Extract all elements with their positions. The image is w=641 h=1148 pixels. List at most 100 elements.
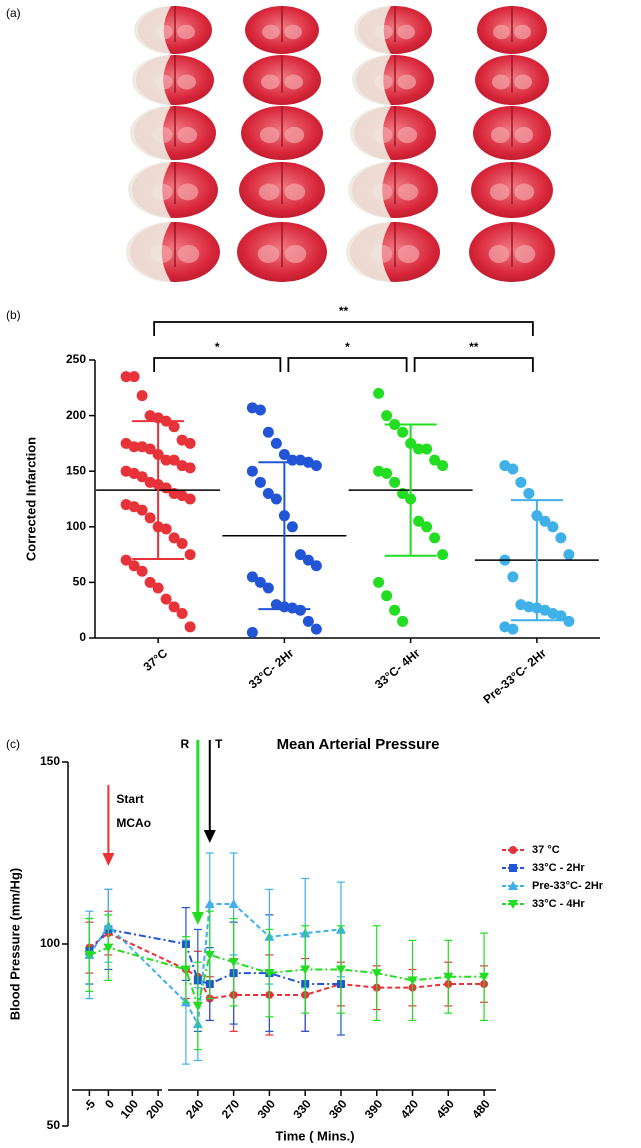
data-point <box>160 454 172 466</box>
x-tick-label: 33°C- 4Hr <box>372 646 423 692</box>
y-tick-label: 100 <box>66 519 86 533</box>
significance-label: * <box>345 340 350 354</box>
data-point <box>437 549 449 561</box>
data-point <box>168 421 180 433</box>
data-point <box>508 900 518 909</box>
data-point <box>413 515 425 527</box>
y-axis-label: Corrected Infarction <box>23 437 38 561</box>
panel-label: (a) <box>6 6 21 20</box>
data-point <box>152 582 164 594</box>
infarct <box>128 162 171 218</box>
data-point <box>136 504 148 516</box>
ventricle <box>514 126 534 144</box>
data-point <box>381 590 393 602</box>
ventricle <box>489 183 510 201</box>
arrow-head <box>102 853 115 866</box>
ventricle <box>262 24 280 40</box>
chart-title: Mean Arterial Pressure <box>277 736 440 753</box>
data-point <box>184 493 196 505</box>
infarct <box>132 55 171 105</box>
data-point <box>184 549 196 561</box>
data-point <box>264 969 275 979</box>
data-point <box>373 576 385 588</box>
data-point <box>389 476 401 488</box>
data-point <box>168 532 180 544</box>
arrow-head <box>203 830 216 843</box>
panel-label: (b) <box>6 308 21 322</box>
x-tick-label: 390 <box>362 1097 386 1122</box>
data-point <box>413 443 425 455</box>
annotation-text: T <box>215 737 223 751</box>
x-tick-label: 270 <box>219 1097 243 1122</box>
brain-slices-photo <box>126 6 555 282</box>
ventricle <box>514 24 531 40</box>
data-point <box>310 460 322 472</box>
y-tick-label: 50 <box>73 575 87 589</box>
ventricle <box>177 183 199 201</box>
series-line <box>89 946 485 1010</box>
data-point <box>563 549 575 561</box>
data-point <box>563 615 575 627</box>
ventricle <box>397 74 417 90</box>
ventricle <box>397 245 420 263</box>
x-tick-label: 330 <box>290 1097 314 1122</box>
data-point <box>254 404 266 416</box>
ventricle <box>258 183 280 201</box>
x-tick-label: 450 <box>433 1097 457 1122</box>
data-point <box>176 608 188 620</box>
data-point <box>407 976 418 986</box>
y-axis-label: Blood Pressure (mm/Hg) <box>7 868 22 1020</box>
data-point <box>335 965 346 975</box>
x-tick-label: Pre-33°C- 2Hr <box>480 646 549 707</box>
data-point <box>160 593 172 605</box>
legend-label: 33°C - 2Hr <box>532 862 585 874</box>
ventricle <box>259 126 280 144</box>
data-point <box>180 965 191 975</box>
data-point <box>389 604 401 616</box>
data-point <box>429 454 441 466</box>
x-tick-label: 360 <box>326 1097 350 1122</box>
ventricle <box>284 245 307 263</box>
ventricle <box>177 24 195 40</box>
data-point <box>228 898 239 908</box>
data-point <box>509 846 517 854</box>
significance-label: * <box>215 340 220 354</box>
x-tick-label: 480 <box>469 1097 493 1122</box>
data-point <box>262 582 274 594</box>
y-tick-label: 200 <box>66 408 86 422</box>
significance-bracket <box>153 321 534 336</box>
panel-label: (c) <box>6 737 20 751</box>
y-tick-label: 50 <box>47 1118 61 1132</box>
data-point <box>136 471 148 483</box>
ventricle <box>488 245 510 263</box>
ventricle <box>284 74 304 90</box>
data-point <box>144 576 156 588</box>
ventricle <box>493 24 510 40</box>
data-point <box>509 864 517 872</box>
x-tick-label: 200 <box>143 1097 167 1122</box>
data-point <box>184 462 196 474</box>
data-point <box>204 898 215 908</box>
x-tick-label: -5 <box>81 1097 99 1114</box>
data-point <box>310 560 322 572</box>
annotation-text: MCAo <box>116 816 151 830</box>
data-point <box>84 950 95 960</box>
data-point <box>262 487 274 499</box>
infarct <box>126 222 171 282</box>
legend-label: 33°C - 4Hr <box>532 898 585 910</box>
data-point <box>270 437 282 449</box>
data-point <box>136 390 148 402</box>
data-point <box>397 615 409 627</box>
annotation-text: R <box>181 737 190 751</box>
ventricle <box>284 183 306 201</box>
x-tick-label: 300 <box>255 1097 279 1122</box>
infarct <box>350 106 391 160</box>
ventricle <box>260 74 280 90</box>
data-point <box>254 476 266 488</box>
x-axis-label: Time ( Mins.) <box>275 1128 354 1143</box>
data-point <box>381 467 393 479</box>
data-point <box>160 523 172 535</box>
data-point <box>310 623 322 635</box>
data-point <box>168 601 180 613</box>
